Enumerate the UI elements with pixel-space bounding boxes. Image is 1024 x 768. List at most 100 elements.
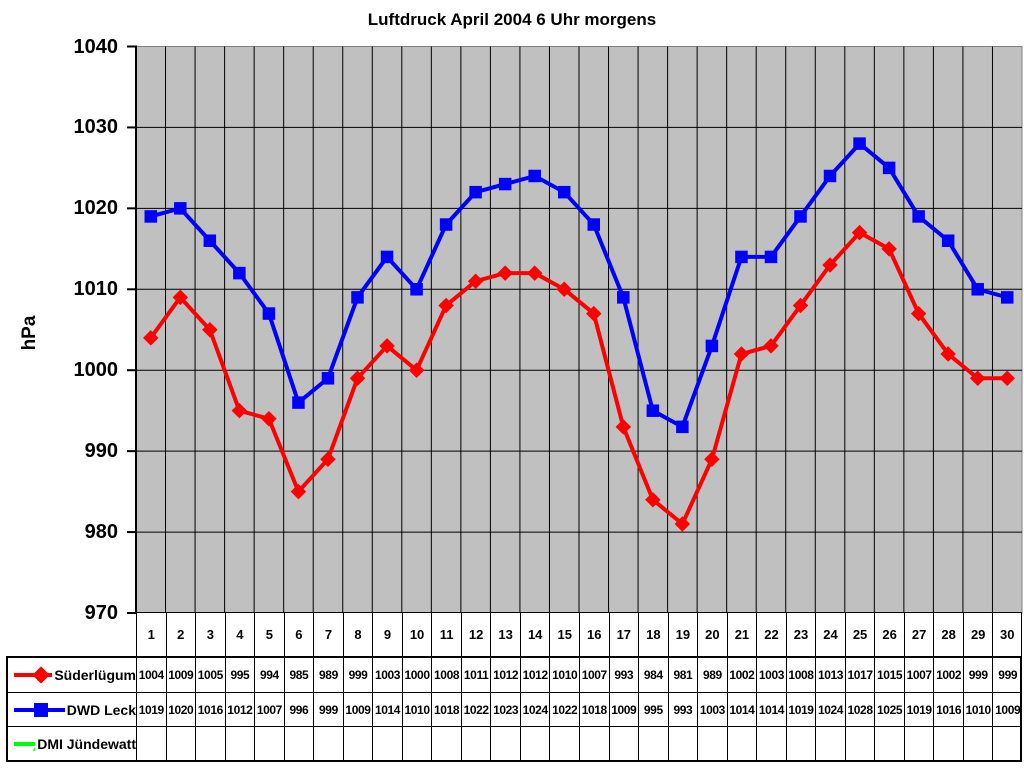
series-marker-diamond [586,305,602,322]
day-header-cell: 9 [372,613,402,656]
day-header-cell: 5 [254,613,284,656]
series-marker-square [144,210,158,223]
series-marker-diamond [881,241,897,257]
value-cell: 1019 [785,692,816,726]
series-marker-square [735,250,748,264]
value-cell: 1002 [933,658,963,692]
day-header-cell: 12 [460,613,491,656]
series-marker-square [705,339,719,353]
series-marker-diamond [467,273,484,289]
value-cell [401,726,432,760]
series-marker-square [439,218,453,231]
series-marker-diamond [231,402,248,419]
value-cell: 1022 [549,692,579,726]
value-cell [165,726,196,760]
value-cell: 1007 [579,658,609,692]
day-header-cell: 18 [638,613,668,656]
value-cell: 1009 [608,692,639,726]
series-marker-diamond [172,289,189,306]
series-marker-diamond [704,451,720,467]
series-marker-diamond [379,338,395,354]
value-cell [224,726,255,760]
series-marker-square [203,234,217,247]
value-cell: 1005 [195,658,225,692]
value-cell: 1014 [726,692,757,726]
series-marker-square [34,702,48,717]
value-cell: 1024 [815,692,845,726]
series-marker-diamond [526,265,543,281]
legend-data-table: Süderlügum 1004 1009 1005 995 994 985 989 999 100… [6,656,1022,762]
value-cell: 1011 [460,658,491,692]
value-cell: 999 [342,658,373,692]
series-marker-diamond [202,322,218,338]
value-cell: 1014 [756,692,786,726]
y-tick-label: 1030 [73,116,119,139]
value-cell [519,726,550,760]
series-marker-square [823,169,837,183]
day-header-cell: 2 [165,613,196,656]
value-cell: 981 [667,658,698,692]
value-cell [579,726,609,760]
series-marker-diamond [615,419,632,435]
series-marker-diamond [290,483,307,500]
series-marker-diamond [556,281,572,298]
value-cell: 1002 [726,658,757,692]
legend-key-icon [14,666,53,684]
series-marker-square [498,177,512,191]
day-header-cell: 13 [490,613,520,656]
day-header-cell: 26 [874,613,904,656]
series-marker-diamond [645,491,661,508]
series-marker-diamond [497,265,513,281]
value-cell: 984 [638,658,668,692]
value-cell: 1016 [195,692,225,726]
day-header-cell: 30 [992,613,1022,656]
value-cell [844,726,875,760]
day-header-cell: 19 [667,613,698,656]
value-cell [490,726,520,760]
day-header-cell: 24 [815,613,845,656]
series-marker-square [528,169,541,183]
legend-label: DWD Leck [66,701,136,718]
series-marker-diamond [261,411,277,427]
value-cell: 1008 [785,658,816,692]
value-cell: 989 [697,658,727,692]
day-header-cell: 3 [195,613,225,656]
value-cell: 995 [224,658,255,692]
value-cell: 1014 [372,692,402,726]
value-cell: 1003 [697,692,727,726]
series-marker-square [794,210,807,223]
value-cell: 999 [962,658,993,692]
value-cell: 996 [283,692,314,726]
value-cell: 999 [313,692,343,726]
series-marker-square [882,161,896,175]
value-cell: 1015 [874,658,904,692]
legend-cell: DMI Jündewatt [8,726,136,760]
series-marker-diamond [999,370,1015,387]
value-cell: 1009 [342,692,373,726]
series-marker-diamond [822,257,838,273]
series-marker-square [617,291,630,304]
value-cell: 1007 [254,692,284,726]
day-header-cell: 25 [844,613,875,656]
series-marker-square [587,218,601,231]
value-cell [254,726,284,760]
value-cell: 1028 [844,692,875,726]
series-marker-diamond [320,451,336,467]
chart-title: Luftdruck April 2004 6 Uhr morgens [367,10,657,29]
legend-key-icon [14,741,36,751]
value-cell [962,726,993,760]
value-cell: 1007 [903,658,934,692]
value-cell: 1010 [549,658,579,692]
series-marker-square [351,291,364,304]
series-marker-square [292,396,305,409]
day-header-cell: 16 [579,613,609,656]
value-cell [372,726,402,760]
series-marker-square [853,137,866,150]
series-marker-square [1000,291,1014,304]
series-marker-square [971,283,984,296]
value-cell: 1019 [136,692,166,726]
value-cell [608,726,639,760]
value-cell: 989 [313,658,343,692]
series-marker-square [410,283,423,296]
value-cell [785,726,816,760]
